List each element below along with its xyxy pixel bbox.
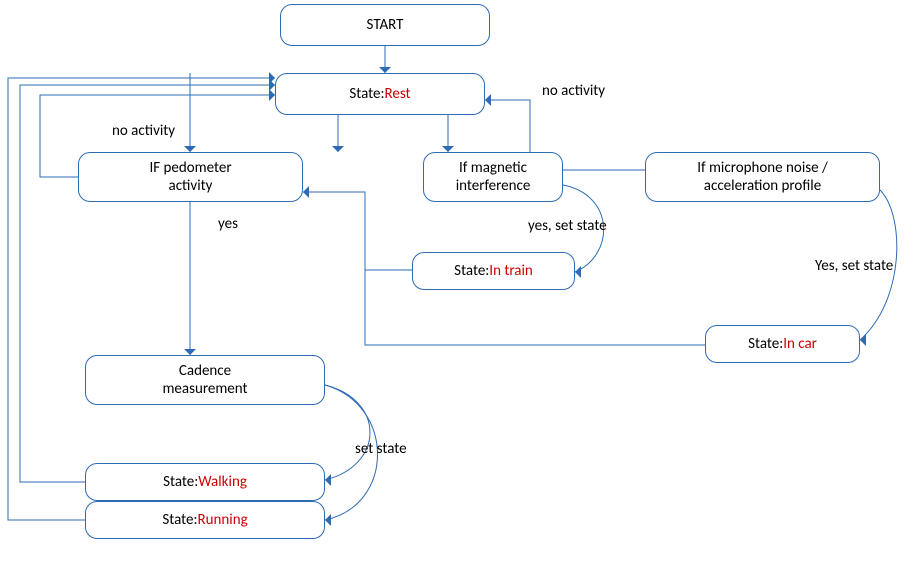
no-activity-right-label: no activity [542, 82, 605, 100]
pedometer-condition: IF pedometeractivity [78, 152, 303, 202]
start-text: START [367, 16, 404, 34]
magnetic-condition: If magneticinterference [423, 152, 563, 202]
state-in-car-node: State: In car [705, 325, 860, 363]
incar-state: In car [783, 335, 817, 353]
yes-label: yes [218, 215, 238, 233]
rest-state: Rest [385, 85, 411, 103]
yes-set-car-label: Yes, set state [815, 257, 893, 275]
yes-set-train-label: yes, set state [528, 217, 607, 235]
pedo-text: IF pedometeractivity [149, 159, 231, 195]
walking-state: Walking [198, 473, 247, 491]
walking-prefix: State: [163, 473, 198, 491]
magnetic-text: If magneticinterference [456, 159, 531, 195]
cadence-text: Cadencemeasurement [162, 362, 247, 398]
state-running-node: State: Running [85, 501, 325, 539]
intrain-state: In train [489, 262, 533, 280]
start-node: START [280, 4, 490, 46]
incar-prefix: State: [748, 335, 783, 353]
microphone-condition: If microphone noise /acceleration profil… [645, 152, 880, 202]
state-in-train-node: State: In train [412, 252, 575, 290]
running-prefix: State: [162, 511, 197, 529]
mic-text: If microphone noise /acceleration profil… [697, 159, 828, 195]
no-activity-left-label: no activity [112, 122, 175, 140]
intrain-prefix: State: [454, 262, 489, 280]
set-state-label: set state [355, 440, 407, 458]
running-state: Running [197, 511, 247, 529]
cadence-node: Cadencemeasurement [85, 355, 325, 405]
rest-prefix: State: [349, 85, 384, 103]
state-rest-node: State: Rest [275, 73, 485, 115]
state-walking-node: State: Walking [85, 463, 325, 501]
